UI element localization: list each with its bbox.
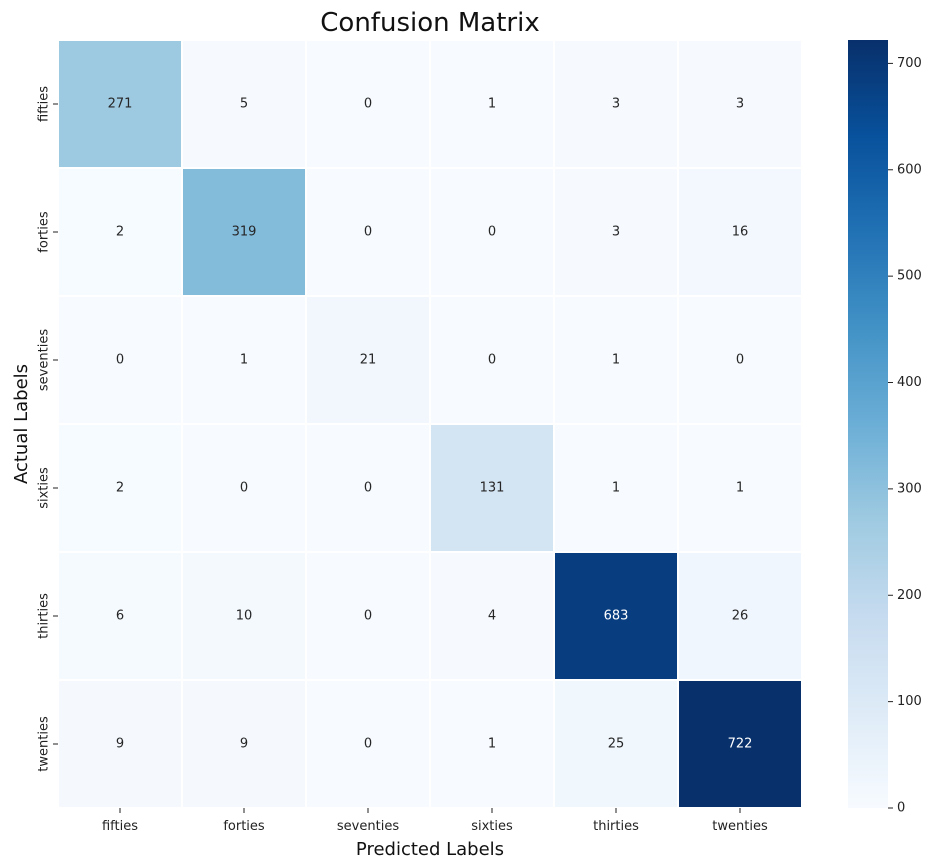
cell-value-label: 0 [364, 609, 372, 624]
heatmap-grid: 271 5 0 1 3 32 319 0 0 3 160 1 21 0 1 02 0 0 131 1 16 10 0 4 683… [57, 39, 803, 809]
x-tick-label: forties [223, 819, 265, 834]
cell-value-label: 1 [612, 481, 620, 496]
cell-value-label: 2 [116, 481, 124, 496]
cell-value-label: 3 [612, 97, 620, 112]
chart-title: Confusion Matrix [320, 8, 539, 38]
colorbar: 0 100 200 300 400 500 600 700 [848, 40, 922, 816]
cell-value-label: 16 [732, 225, 749, 240]
heatmap-cell [181, 39, 307, 169]
heatmap-cell [429, 423, 555, 553]
cell-value-label: 1 [488, 737, 496, 752]
heatmap-cell [305, 551, 431, 681]
heatmap-cell [429, 167, 555, 297]
heatmap-cell [429, 551, 555, 681]
colorbar-tick-label: 500 [897, 269, 922, 284]
cell-value-label: 0 [488, 225, 496, 240]
colorbar-gradient [848, 40, 888, 808]
heatmap-cell [57, 551, 183, 681]
heatmap-cell [429, 39, 555, 169]
heatmap-cell [57, 423, 183, 553]
heatmap-cell [57, 679, 183, 809]
y-tick-label: fifties [37, 86, 52, 122]
cell-value-label: 3 [736, 97, 744, 112]
cell-value-label: 722 [728, 737, 753, 752]
heatmap-cell [553, 295, 679, 425]
heatmap-cell [305, 39, 431, 169]
cell-value-label: 1 [736, 481, 744, 496]
x-tick-label: sixties [471, 819, 513, 834]
x-axis-ticks: fifties forties seventies sixties thirties tw… [102, 808, 768, 834]
x-tick-label: thirties [593, 819, 639, 834]
cell-value-label: 9 [116, 737, 124, 752]
colorbar-tick-label: 400 [897, 375, 922, 390]
cell-value-label: 0 [364, 97, 372, 112]
cell-value-label: 5 [240, 97, 248, 112]
cell-value-label: 1 [488, 97, 496, 112]
heatmap-cell [677, 679, 803, 809]
cell-value-label: 1 [612, 353, 620, 368]
cell-value-label: 4 [488, 609, 496, 624]
y-axis-label: Actual Labels [11, 364, 32, 484]
cell-value-label: 1 [240, 353, 248, 368]
heatmap-cell [181, 295, 307, 425]
cell-value-label: 21 [360, 353, 377, 368]
cell-value-label: 0 [364, 225, 372, 240]
cell-value-label: 0 [116, 353, 124, 368]
x-tick-label: twenties [712, 819, 768, 834]
heatmap-cell [677, 423, 803, 553]
cell-value-label: 271 [108, 97, 133, 112]
heatmap-cell [553, 551, 679, 681]
y-axis-ticks: fifties forties seventies sixties thirties tw… [37, 86, 58, 772]
x-tick-label: fifties [102, 819, 138, 834]
heatmap-cell [181, 423, 307, 553]
y-tick-label: twenties [37, 716, 52, 772]
x-axis-label: Predicted Labels [356, 839, 504, 860]
x-tick-label: seventies [337, 819, 399, 834]
colorbar-tick-label: 100 [897, 694, 922, 709]
cell-value-label: 0 [488, 353, 496, 368]
cell-value-label: 3 [612, 225, 620, 240]
cell-value-label: 2 [116, 225, 124, 240]
colorbar-tick-label: 200 [897, 588, 922, 603]
cell-value-label: 10 [236, 609, 253, 624]
heatmap-cell [429, 295, 555, 425]
cell-value-label: 0 [240, 481, 248, 496]
cell-value-label: 9 [240, 737, 248, 752]
y-tick-label: seventies [37, 329, 52, 391]
heatmap-cell [677, 167, 803, 297]
cell-value-label: 131 [480, 481, 505, 496]
y-tick-label: thirties [37, 593, 52, 639]
heatmap-cell [677, 39, 803, 169]
colorbar-tick-label: 600 [897, 162, 922, 177]
cell-value-label: 319 [232, 225, 257, 240]
y-tick-label: sixties [37, 467, 52, 509]
colorbar-tick-label: 700 [897, 56, 922, 71]
cell-value-label: 25 [608, 737, 625, 752]
heatmap-cell [677, 295, 803, 425]
colorbar-tick-label: 0 [897, 801, 905, 816]
cell-value-label: 683 [604, 609, 629, 624]
cell-value-label: 0 [364, 481, 372, 496]
heatmap-cell [181, 167, 307, 297]
heatmap-cell [305, 423, 431, 553]
heatmap-cell [553, 423, 679, 553]
cell-value-label: 6 [116, 609, 124, 624]
colorbar-tick-label: 300 [897, 481, 922, 496]
cell-value-label: 26 [732, 609, 749, 624]
cell-value-label: 0 [736, 353, 744, 368]
cell-value-label: 0 [364, 737, 372, 752]
heatmap-cell [677, 551, 803, 681]
heatmap-cell [57, 39, 183, 169]
y-tick-label: forties [37, 211, 52, 253]
